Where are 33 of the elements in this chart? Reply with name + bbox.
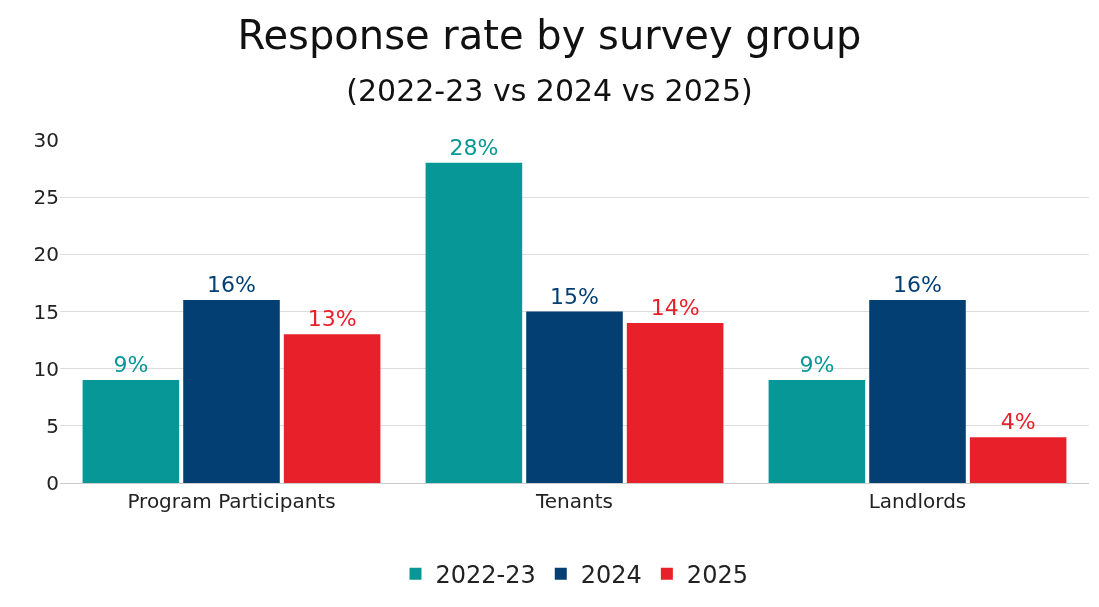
legend-label: 2022-23 [435,561,536,590]
x-tick-label: Program Participants [127,489,336,513]
chart-subtitle: (2022-23 vs 2024 vs 2025) [346,72,753,108]
bar [82,380,180,483]
y-tick-label: 5 [46,413,59,438]
legend-label: 2025 [686,561,748,590]
data-label: 4% [1000,409,1036,435]
y-tick-label: 10 [33,356,59,381]
data-label: 28% [449,134,499,160]
y-tick-label: 20 [33,242,59,267]
data-label: 13% [307,306,357,332]
data-label: 16% [207,272,256,298]
bar [425,162,523,483]
legend-label: 2024 [580,561,642,590]
y-tick-label: 0 [46,471,59,495]
y-tick-label: 25 [33,185,59,210]
data-label: 15% [550,283,599,309]
chart-title: Response rate by survey group [237,11,862,58]
bar [183,300,280,483]
bar [969,437,1067,483]
bar [526,311,623,483]
data-label: 14% [650,294,700,320]
x-tick-label: Tenants [535,489,613,513]
bar [768,380,866,483]
data-label: 9% [113,352,149,378]
data-label: 16% [893,272,942,298]
bar [283,334,381,483]
bar [869,300,966,483]
y-tick-label: 15 [33,299,59,324]
data-label: 9% [799,352,835,378]
x-tick-label: Landlords [868,489,967,513]
bar [626,322,724,483]
y-tick-label: 30 [33,128,59,152]
